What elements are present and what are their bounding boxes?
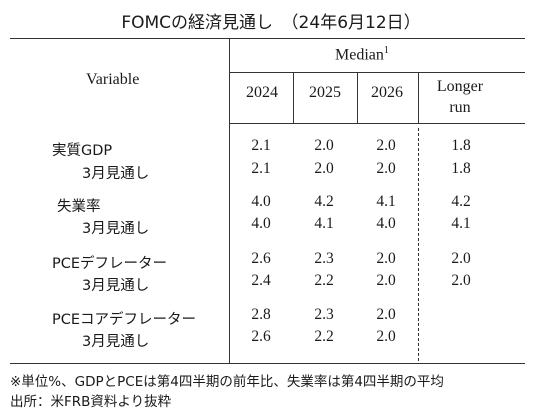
table-cell: 2.4: [251, 272, 271, 289]
table-cell: 2.0: [451, 272, 471, 289]
row-label: 失業率: [57, 199, 101, 215]
column-header-2026: 2026: [371, 84, 403, 101]
table-cell: 2.0: [376, 160, 396, 177]
row-label: 3月見通し: [82, 278, 150, 294]
table-cell: 2.2: [314, 272, 334, 289]
table-cell: 2.8: [251, 306, 271, 323]
footnote-source: 出所：米FRB資料より抜粋: [10, 394, 172, 410]
longer-run-dashed-divider: [418, 128, 419, 361]
row-label: PCEデフレーター: [52, 256, 168, 272]
column-header-run: run: [449, 99, 471, 116]
median-header-divider: [229, 72, 525, 73]
table-cell: 1.8: [451, 160, 471, 177]
row-label: PCEコアデフレーター: [52, 312, 197, 328]
table-cell: 1.8: [451, 137, 471, 154]
page-title: FOMCの経済見通し （24年6月12日）: [121, 13, 421, 33]
table-cell: 2.6: [251, 328, 271, 345]
table-cell: 4.1: [376, 193, 396, 210]
table-cell: 4.2: [314, 193, 334, 210]
table-cell: 2.0: [376, 137, 396, 154]
column-header-2025: 2025: [309, 84, 341, 101]
table-cell: 4.0: [376, 215, 396, 232]
table-cell: 4.1: [451, 215, 471, 232]
column-header-longer: Longer: [436, 78, 484, 95]
median-label: Median: [335, 46, 384, 64]
table-cell: 2.0: [376, 306, 396, 323]
table-cell: 2.1: [251, 160, 271, 177]
table-cell: 2.0: [314, 137, 334, 154]
header-bottom-divider: [229, 123, 525, 124]
column-header-2024: 2024: [246, 84, 278, 101]
table-cell: 2.0: [376, 272, 396, 289]
table-bottom-rule: [10, 363, 525, 364]
table-cell: 2.3: [314, 306, 334, 323]
table-cell: 2.0: [314, 160, 334, 177]
col-2025-divider: [293, 72, 294, 123]
table-cell: 2.0: [451, 250, 471, 267]
col-longer-divider: [418, 72, 419, 123]
table-cell: 4.0: [251, 215, 271, 232]
col-2026-divider: [357, 72, 358, 123]
median-header: Median1: [335, 45, 389, 64]
table-cell: 2.1: [251, 137, 271, 154]
row-label: 3月見通し: [82, 334, 150, 350]
table-cell: 4.0: [251, 193, 271, 210]
table-cell: 4.2: [451, 193, 471, 210]
table-cell: 2.0: [376, 250, 396, 267]
table-cell: 4.1: [314, 215, 334, 232]
table-cell: 2.3: [314, 250, 334, 267]
variable-column-divider: [229, 38, 230, 363]
table-cell: 2.0: [376, 328, 396, 345]
median-superscript: 1: [383, 45, 389, 56]
table-cell: 2.6: [251, 250, 271, 267]
row-label: 実質GDP: [52, 143, 113, 159]
row-label: 3月見通し: [82, 166, 150, 182]
footnote-units: ※単位%、GDPとPCEは第4四半期の前年比、失業率は第4四半期の平均: [10, 374, 444, 390]
variable-header: Variable: [86, 71, 140, 88]
row-label: 3月見通し: [82, 221, 150, 237]
table-top-rule: [10, 38, 525, 39]
table-cell: 2.2: [314, 328, 334, 345]
